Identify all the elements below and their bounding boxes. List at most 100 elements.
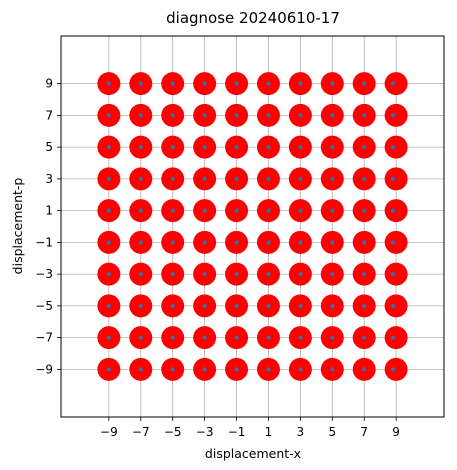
blue-dot-marker [202, 145, 207, 150]
blue-dot-marker [170, 335, 175, 340]
blue-dot-marker [362, 303, 367, 308]
blue-dot-marker [362, 176, 367, 181]
blue-dot-marker [106, 303, 111, 308]
chart-title: diagnose 20240610-17 [166, 9, 340, 27]
blue-dot-marker [266, 335, 271, 340]
blue-dot-marker [390, 367, 395, 372]
blue-dot-marker [234, 367, 239, 372]
blue-dot-marker [234, 303, 239, 308]
blue-dot-marker [170, 176, 175, 181]
x-tick-label: 3 [297, 425, 305, 439]
x-tick-label: 9 [392, 425, 400, 439]
plot-area [61, 36, 444, 417]
blue-dot-marker [202, 240, 207, 245]
blue-dot-marker [234, 208, 239, 213]
blue-dot-marker [138, 145, 143, 150]
y-tick-label: −7 [35, 331, 53, 345]
red-circle-marker [384, 72, 408, 96]
blue-dot-marker [138, 113, 143, 118]
blue-dot-marker [362, 335, 367, 340]
y-tick-label: 5 [45, 140, 53, 154]
y-tick-label: −1 [35, 235, 53, 249]
red-circle-marker [384, 262, 408, 286]
blue-dot-marker [234, 176, 239, 181]
blue-dot-marker [234, 145, 239, 150]
blue-dot-marker [390, 176, 395, 181]
y-tick-label: −9 [35, 362, 53, 376]
red-circle-marker [384, 135, 408, 159]
blue-dot-marker [170, 208, 175, 213]
blue-dot-marker [138, 208, 143, 213]
blue-dot-marker [234, 335, 239, 340]
blue-dot-marker [390, 113, 395, 118]
blue-dot-marker [106, 145, 111, 150]
blue-dot-marker [298, 240, 303, 245]
blue-dot-marker [106, 208, 111, 213]
y-tick-label: 7 [45, 108, 53, 122]
blue-dot-marker [170, 272, 175, 277]
blue-dot-marker [170, 81, 175, 86]
blue-dot-marker [106, 272, 111, 277]
red-circle-marker [384, 326, 408, 350]
blue-dot-marker [362, 113, 367, 118]
blue-dot-marker [390, 208, 395, 213]
blue-dot-marker [330, 113, 335, 118]
blue-dot-marker [390, 240, 395, 245]
blue-dot-marker [106, 113, 111, 118]
blue-dot-marker [298, 176, 303, 181]
blue-dot-marker [202, 335, 207, 340]
blue-dot-marker [390, 335, 395, 340]
blue-dot-marker [266, 208, 271, 213]
blue-dot-marker [202, 176, 207, 181]
blue-dot-marker [330, 208, 335, 213]
blue-dot-marker [266, 303, 271, 308]
x-tick-label: 1 [265, 425, 273, 439]
blue-dot-marker [266, 367, 271, 372]
red-circle-marker [384, 167, 408, 191]
blue-dot-marker [234, 81, 239, 86]
red-circle-marker [384, 230, 408, 254]
x-axis-label: displacement-x [205, 446, 301, 461]
blue-markers [106, 81, 395, 372]
blue-dot-marker [390, 272, 395, 277]
blue-dot-marker [330, 272, 335, 277]
y-tick-label: 1 [45, 204, 53, 218]
blue-dot-marker [202, 272, 207, 277]
blue-dot-marker [170, 145, 175, 150]
red-circle-marker [384, 103, 408, 127]
x-tick-label: 7 [360, 425, 368, 439]
blue-dot-marker [298, 272, 303, 277]
blue-dot-marker [106, 335, 111, 340]
blue-dot-marker [138, 272, 143, 277]
blue-dot-marker [138, 335, 143, 340]
blue-dot-marker [202, 113, 207, 118]
x-tick-label: −1 [228, 425, 246, 439]
y-tick-label: 3 [45, 172, 53, 186]
blue-dot-marker [362, 367, 367, 372]
blue-dot-marker [298, 208, 303, 213]
blue-dot-marker [138, 176, 143, 181]
blue-dot-marker [106, 81, 111, 86]
blue-dot-marker [330, 81, 335, 86]
blue-dot-marker [390, 145, 395, 150]
blue-dot-marker [138, 81, 143, 86]
blue-dot-marker [330, 145, 335, 150]
blue-dot-marker [138, 240, 143, 245]
blue-dot-marker [362, 272, 367, 277]
blue-dot-marker [202, 208, 207, 213]
blue-dot-marker [330, 335, 335, 340]
blue-dot-marker [266, 240, 271, 245]
x-axis-ticks: −9 −7 −5 −3 −1 1 3 5 7 9 [100, 417, 400, 439]
blue-dot-marker [298, 81, 303, 86]
blue-dot-marker [234, 272, 239, 277]
blue-dot-marker [298, 367, 303, 372]
blue-dot-marker [138, 367, 143, 372]
red-circle-marker [384, 357, 408, 381]
y-tick-label: −3 [35, 267, 53, 281]
blue-dot-marker [362, 145, 367, 150]
x-tick-label: −9 [100, 425, 118, 439]
blue-dot-marker [330, 176, 335, 181]
blue-dot-marker [298, 113, 303, 118]
x-tick-label: −3 [196, 425, 214, 439]
